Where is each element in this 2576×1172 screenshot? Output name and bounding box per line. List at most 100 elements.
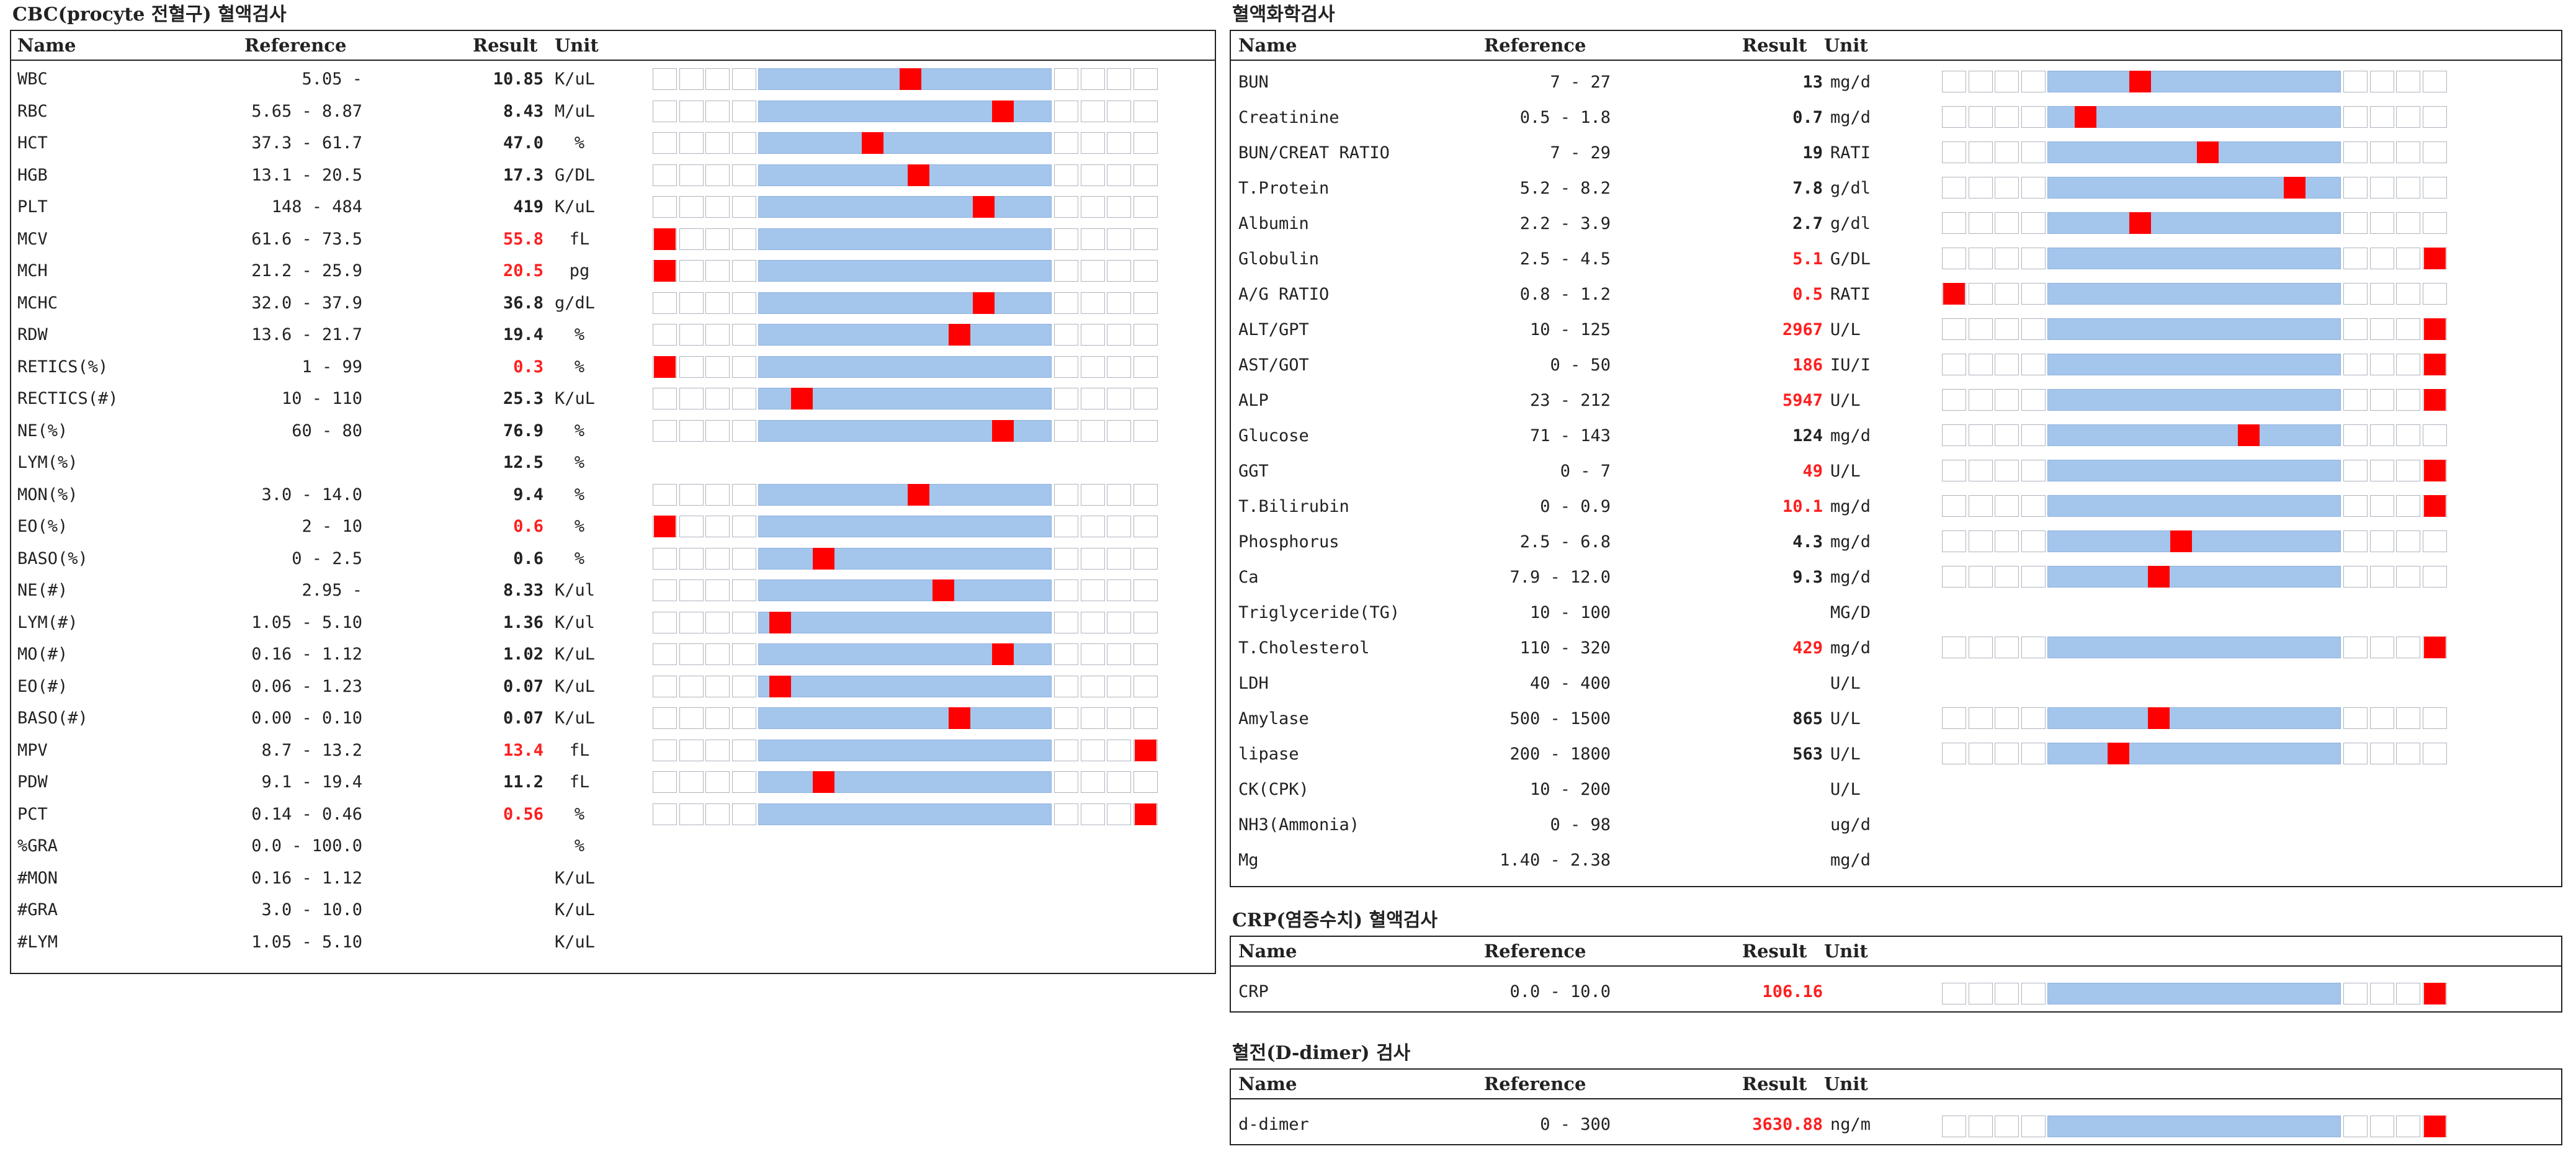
test-name: MCV xyxy=(17,229,48,249)
result-value: 47.0 xyxy=(503,133,543,153)
reference-range: 60 - 80 xyxy=(292,421,362,441)
range-segment-high xyxy=(2396,707,2421,729)
range-segment-low xyxy=(2021,389,2046,411)
reference-range: 1.05 - 5.10 xyxy=(251,932,362,952)
range-segment-high xyxy=(1107,196,1132,218)
result-value: 0.5 xyxy=(1792,285,1823,304)
range-segment-high xyxy=(2396,283,2421,305)
result-value: 5947 xyxy=(1782,391,1823,410)
range-bar xyxy=(653,388,1160,409)
result-value: 11.2 xyxy=(503,772,543,792)
range-segment-low xyxy=(1968,1116,1993,1137)
range-segment-low xyxy=(1968,71,1993,92)
test-name: PLT xyxy=(17,197,48,217)
range-segment-low xyxy=(2021,707,2046,729)
range-segment-high xyxy=(2369,248,2394,269)
test-name: #GRA xyxy=(17,900,58,919)
reference-range: 7 - 29 xyxy=(1550,143,1611,163)
table-row: Ca 7.9 - 12.0 9.3 mg/d xyxy=(1231,560,2561,595)
range-bar xyxy=(1942,637,2449,658)
range-segment-high xyxy=(1133,547,1158,570)
range-segment-low xyxy=(1968,637,1993,658)
reference-range: 5.65 - 8.87 xyxy=(251,101,362,121)
result-value: 1.02 xyxy=(503,645,543,664)
result-unit: fL xyxy=(569,740,590,760)
range-segment-low xyxy=(653,324,677,346)
range-segment-low xyxy=(1942,212,1966,234)
range-segment-low xyxy=(679,707,704,729)
reference-range: 110 - 320 xyxy=(1519,638,1611,658)
range-segment-high xyxy=(1107,324,1132,346)
table-row: Glucose 71 - 143 124 mg/d xyxy=(1231,418,2561,454)
result-unit: % xyxy=(574,133,585,153)
range-segment-high xyxy=(1053,196,1078,218)
range-normal-band xyxy=(758,611,1052,633)
reference-range: 2.5 - 6.8 xyxy=(1519,532,1611,552)
range-segment-high xyxy=(1133,707,1158,729)
range-segment-high xyxy=(1107,675,1132,697)
range-segment-low xyxy=(1942,637,1966,658)
range-segment-low xyxy=(679,419,704,442)
value-marker xyxy=(2423,983,2446,1004)
range-segment-low xyxy=(731,516,756,537)
test-name: HGB xyxy=(17,165,48,185)
range-bar xyxy=(1942,566,2449,588)
range-segment-high xyxy=(1053,419,1078,442)
range-segment-low xyxy=(731,419,756,442)
range-segment-high xyxy=(1133,100,1158,122)
range-normal-band xyxy=(2047,707,2341,729)
test-name: PCT xyxy=(17,804,48,824)
range-segment-high xyxy=(1133,579,1158,601)
range-segment-high xyxy=(2422,212,2447,234)
range-segment-high xyxy=(2343,637,2368,658)
range-segment-low xyxy=(705,132,730,154)
range-segment-low xyxy=(653,419,677,442)
range-segment-low xyxy=(731,356,756,378)
range-bar xyxy=(653,324,1160,346)
test-name: MO(#) xyxy=(17,645,68,664)
value-marker xyxy=(654,356,676,378)
range-segment-low xyxy=(679,196,704,218)
range-bar xyxy=(1942,1116,2449,1137)
reference-range: 0.06 - 1.23 xyxy=(251,676,362,696)
range-bar xyxy=(653,803,1160,825)
range-segment-low xyxy=(1995,318,2019,340)
range-segment-low xyxy=(1968,354,1993,375)
table-row: ALP 23 - 212 5947 U/L xyxy=(1231,383,2561,418)
test-name: WBC xyxy=(17,69,48,89)
range-segment-low xyxy=(1942,983,1966,1004)
range-segment-low xyxy=(731,292,756,314)
table-row: AST/GOT 0 - 50 186 IU/I xyxy=(1231,347,2561,383)
result-unit: U/L xyxy=(1830,674,1861,693)
reference-range: 8.7 - 13.2 xyxy=(261,740,362,760)
range-segment-high xyxy=(1080,643,1105,665)
result-value: 124 xyxy=(1792,426,1823,445)
result-unit: % xyxy=(574,517,585,536)
range-segment-low xyxy=(705,419,730,442)
reference-range: 2.5 - 4.5 xyxy=(1519,249,1611,269)
test-name: RDW xyxy=(17,325,48,344)
header-reference: Reference xyxy=(1484,1073,1586,1094)
reference-range: 1 - 99 xyxy=(302,357,362,377)
value-marker xyxy=(2129,71,2151,92)
range-normal-band xyxy=(758,516,1052,537)
range-segment-high xyxy=(2396,743,2421,764)
result-unit: U/L xyxy=(1830,462,1861,481)
range-segment-low xyxy=(653,707,677,729)
range-segment-high xyxy=(2396,318,2421,340)
table-row: BASO(#) 0.00 - 0.10 0.07 K/uL xyxy=(11,702,1215,735)
result-value: 0.07 xyxy=(503,709,543,728)
reference-range: 200 - 1800 xyxy=(1509,745,1611,764)
range-segment-low xyxy=(679,100,704,122)
range-bar xyxy=(1942,530,2449,552)
range-segment-low xyxy=(679,739,704,761)
test-name: NE(#) xyxy=(17,581,68,600)
test-name: BUN xyxy=(1238,73,1269,92)
range-segment-low xyxy=(1995,637,2019,658)
range-segment-high xyxy=(2369,318,2394,340)
range-normal-band xyxy=(2047,389,2341,411)
range-segment-high xyxy=(1133,611,1158,633)
range-segment-high xyxy=(1133,68,1158,90)
range-normal-band xyxy=(758,356,1052,378)
range-segment-low xyxy=(1942,566,1966,588)
